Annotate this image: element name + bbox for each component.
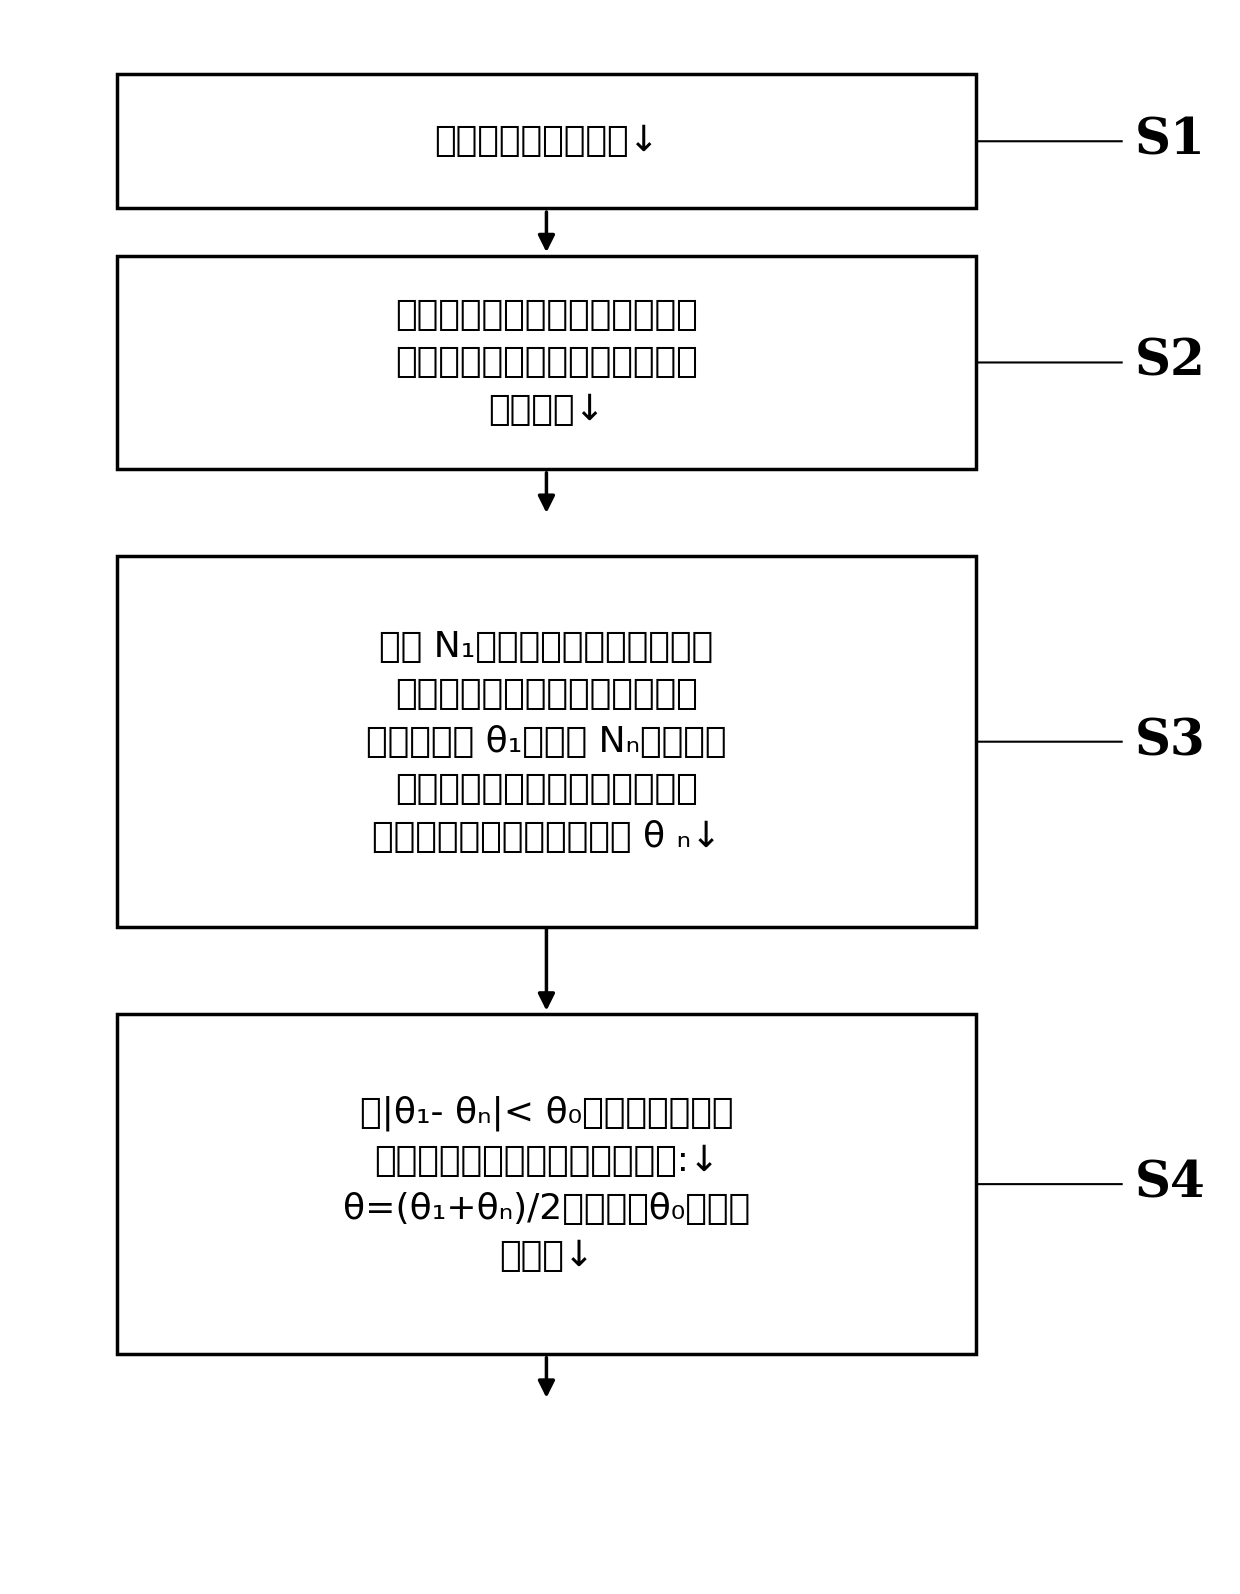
Text: S1: S1 xyxy=(1135,116,1205,166)
FancyBboxPatch shape xyxy=(118,1014,976,1353)
Text: 使电机处于空转状态↓: 使电机处于空转状态↓ xyxy=(434,124,658,158)
Text: S3: S3 xyxy=(1135,717,1205,767)
Text: S4: S4 xyxy=(1135,1159,1205,1208)
FancyBboxPatch shape xyxy=(118,255,976,469)
FancyBboxPatch shape xyxy=(118,73,976,209)
Text: 按照预设持续时间周期性检测电
机的反电动势信号和旋转变压器
位置信号↓: 按照预设持续时间周期性检测电 机的反电动势信号和旋转变压器 位置信号↓ xyxy=(396,298,698,427)
Text: 计算 N₁个周期内所述反电动势信
号与所述旋转变压器位置信号的
偏差平均値 θ₁，以及 Nₙ个周期内
所述反电动势信号与所述旋转变
压器位置信号的偏差平均値 θ: 计算 N₁个周期内所述反电动势信 号与所述旋转变压器位置信号的 偏差平均値 θ₁… xyxy=(366,630,727,854)
Text: 当|θ₁- θₙ|< θ₀时，调整旋转变
压器的初始位置，且调整角度为:↓
θ=(θ₁+θₙ)/2；其中，θ₀为许用
偏差値↓: 当|θ₁- θₙ|< θ₀时，调整旋转变 压器的初始位置，且调整角度为:↓ θ=… xyxy=(343,1095,750,1274)
Text: S2: S2 xyxy=(1135,338,1205,387)
FancyBboxPatch shape xyxy=(118,556,976,928)
